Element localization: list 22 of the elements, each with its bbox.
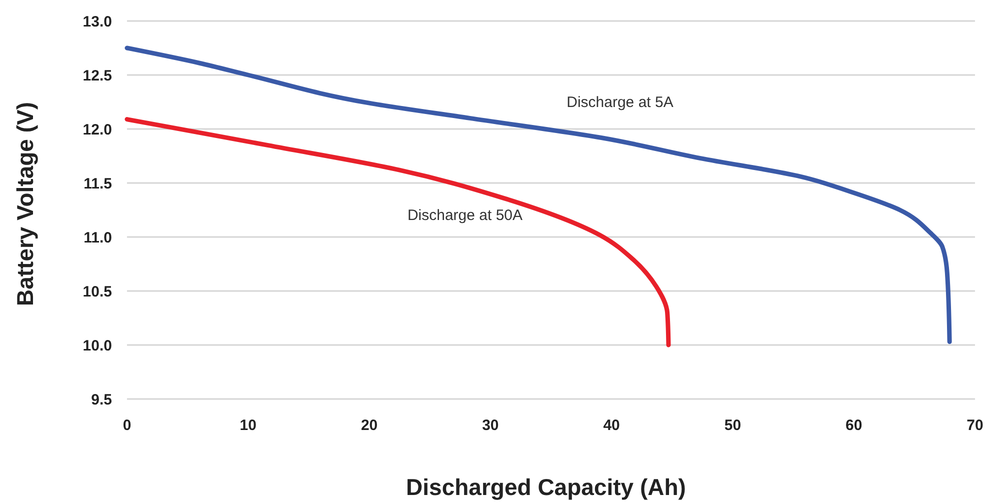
x-tick-label: 60 xyxy=(846,417,862,434)
x-tick-label: 50 xyxy=(724,417,742,434)
y-tick-label: 12.5 xyxy=(82,67,112,84)
line-series xyxy=(124,117,671,348)
x-tick-label: 10 xyxy=(240,417,256,434)
x-tick-label: 0 xyxy=(122,417,132,434)
x-tick-label: 40 xyxy=(603,417,620,434)
x-axis-title: Discharged Capacity (Ah) xyxy=(406,474,686,500)
x-tick-label: 70 xyxy=(966,417,984,434)
y-tick-label: 11.5 xyxy=(84,175,112,192)
y-tick-label: 13.0 xyxy=(82,13,112,30)
x-tick-label: 20 xyxy=(360,417,378,434)
y-tick-label: 11.0 xyxy=(84,229,112,246)
line-series xyxy=(124,46,952,344)
y-axis-title: Battery Voltage (V) xyxy=(12,102,38,306)
y-tick-label: 10.0 xyxy=(82,337,112,354)
y-tick-label: 9.5 xyxy=(91,391,112,408)
series-label: Discharge at 50A xyxy=(407,207,523,224)
x-tick-label: 30 xyxy=(482,417,499,434)
series-label: Discharge at 5A xyxy=(566,94,674,111)
y-tick-label: 10.5 xyxy=(82,283,112,300)
y-tick-label: 12.0 xyxy=(82,121,112,138)
